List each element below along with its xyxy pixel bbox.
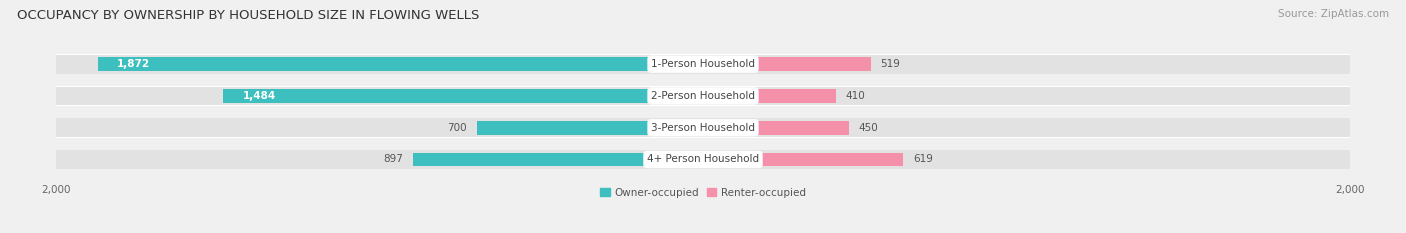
- Text: OCCUPANCY BY OWNERSHIP BY HOUSEHOLD SIZE IN FLOWING WELLS: OCCUPANCY BY OWNERSHIP BY HOUSEHOLD SIZE…: [17, 9, 479, 22]
- Bar: [56, 87, 1350, 105]
- Text: 619: 619: [912, 154, 932, 164]
- Bar: [703, 153, 903, 166]
- Text: 1,872: 1,872: [117, 59, 150, 69]
- Bar: [224, 89, 703, 103]
- Text: 410: 410: [845, 91, 865, 101]
- Bar: [413, 153, 703, 166]
- Bar: [703, 57, 870, 71]
- Text: 1-Person Household: 1-Person Household: [651, 59, 755, 69]
- Text: Source: ZipAtlas.com: Source: ZipAtlas.com: [1278, 9, 1389, 19]
- Text: 897: 897: [384, 154, 404, 164]
- Bar: [56, 118, 1350, 137]
- Text: 4+ Person Household: 4+ Person Household: [647, 154, 759, 164]
- Bar: [56, 54, 1350, 74]
- Text: 3-Person Household: 3-Person Household: [651, 123, 755, 133]
- Bar: [97, 57, 703, 71]
- Bar: [56, 118, 1350, 137]
- Text: 1,484: 1,484: [242, 91, 276, 101]
- Bar: [56, 55, 1350, 74]
- Text: 519: 519: [880, 59, 900, 69]
- Bar: [56, 86, 1350, 106]
- Bar: [56, 150, 1350, 169]
- Text: 700: 700: [447, 123, 467, 133]
- Bar: [56, 150, 1350, 169]
- Text: 450: 450: [858, 123, 877, 133]
- Bar: [703, 121, 849, 135]
- Bar: [703, 89, 835, 103]
- Text: 2-Person Household: 2-Person Household: [651, 91, 755, 101]
- Legend: Owner-occupied, Renter-occupied: Owner-occupied, Renter-occupied: [596, 183, 810, 202]
- Bar: [477, 121, 703, 135]
